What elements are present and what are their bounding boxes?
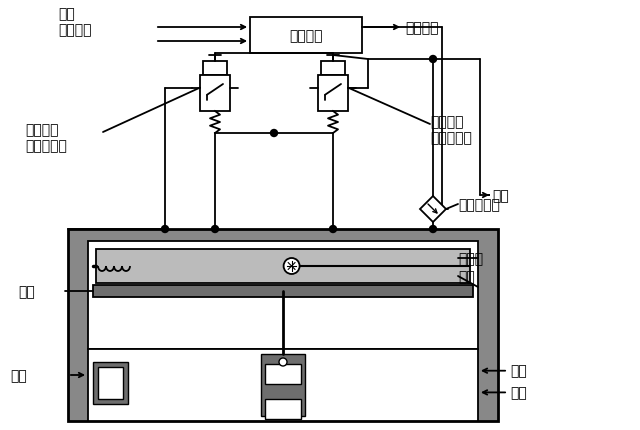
Bar — [68, 230, 498, 421]
Bar — [88, 241, 478, 349]
Circle shape — [271, 130, 278, 137]
Text: 出口: 出口 — [510, 364, 527, 378]
Bar — [318, 76, 348, 112]
Circle shape — [429, 56, 436, 63]
Bar — [321, 62, 345, 76]
Text: 控制电路: 控制电路 — [289, 29, 323, 43]
Circle shape — [330, 226, 337, 233]
Bar — [265, 399, 301, 419]
Polygon shape — [420, 197, 446, 222]
Bar — [93, 362, 128, 404]
Text: 排气: 排气 — [492, 189, 509, 203]
Circle shape — [211, 226, 218, 233]
Text: 压力传感器: 压力传感器 — [458, 197, 500, 212]
Bar — [96, 249, 470, 283]
Circle shape — [161, 226, 168, 233]
Text: 主阀: 主阀 — [458, 269, 475, 283]
Text: 电源
输入信号: 电源 输入信号 — [58, 7, 92, 37]
Bar — [200, 76, 230, 112]
Text: 排气: 排气 — [510, 386, 527, 399]
Bar — [88, 349, 478, 421]
Bar — [203, 62, 227, 76]
Text: 先导腔: 先导腔 — [458, 252, 483, 265]
Text: 挡板: 挡板 — [18, 284, 35, 298]
Text: 排气高速
开关电磁阀: 排气高速 开关电磁阀 — [430, 115, 472, 145]
Circle shape — [429, 226, 436, 233]
Text: 进口: 进口 — [10, 368, 27, 382]
Bar — [261, 354, 305, 416]
Bar — [98, 367, 123, 399]
Circle shape — [279, 358, 287, 366]
Circle shape — [284, 258, 300, 274]
Bar — [93, 286, 473, 297]
Bar — [265, 364, 301, 384]
Bar — [250, 18, 362, 54]
Text: 进气高速
开关电磁阀: 进气高速 开关电磁阀 — [25, 123, 67, 153]
Text: 输出信号: 输出信号 — [405, 21, 438, 35]
